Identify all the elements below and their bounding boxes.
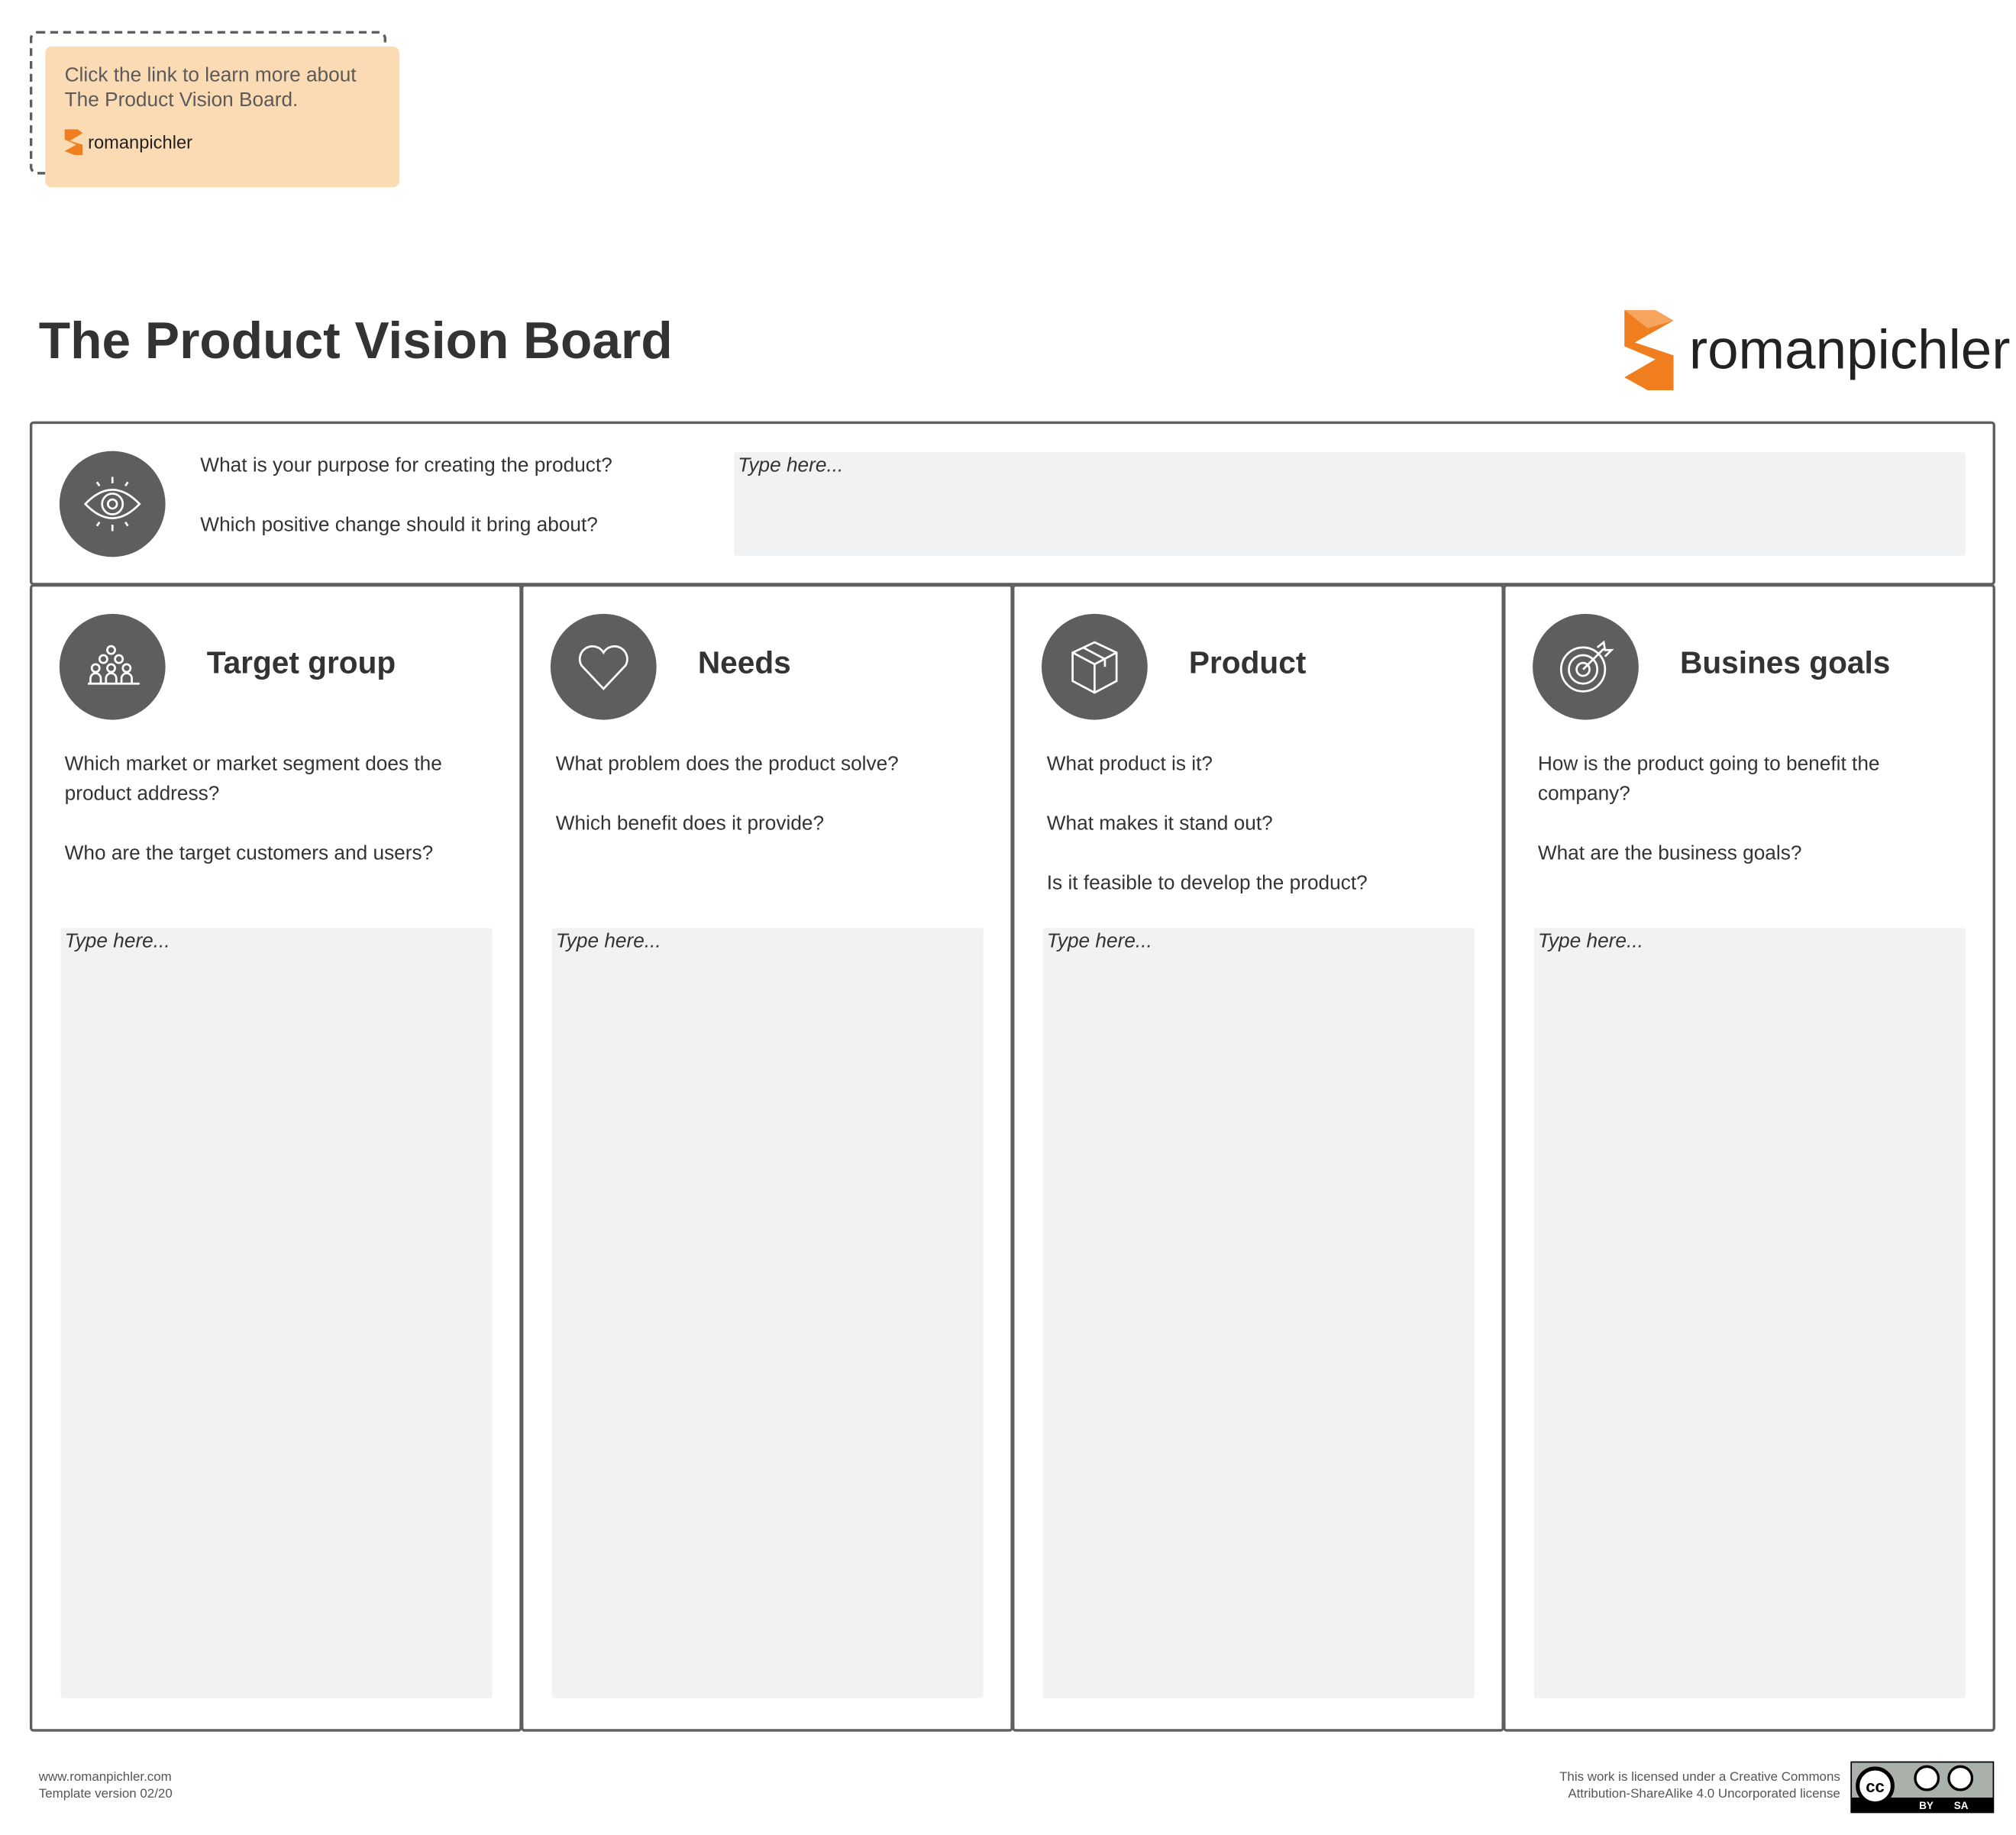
note-brand-name: romanpichler <box>88 131 193 153</box>
column-input[interactable]: Type here... <box>1533 928 1966 1698</box>
cc-license-badge[interactable]: cc BY SA <box>1850 1761 1995 1814</box>
template-version: Template version 02/20 <box>38 1787 173 1802</box>
website-link[interactable]: www.romanpichler.com <box>38 1770 172 1785</box>
note-text: Click the link to learn more about The P… <box>64 64 357 111</box>
attribution-icon <box>1914 1765 1940 1791</box>
column-needs: Needs What problem does the product solv… <box>520 583 1013 1732</box>
column-title: Busines goals <box>1679 646 1891 681</box>
vision-section: What is your purpose for creating the pr… <box>29 421 1995 586</box>
vision-input[interactable]: Type here... <box>734 452 1966 556</box>
brand-logo: romanpichler <box>1622 310 2011 391</box>
footer-info: www.romanpichler.com Template version 02… <box>39 1769 173 1803</box>
column-input[interactable]: Type here... <box>551 928 984 1698</box>
license-line: This work is licensed under a Creative C… <box>1559 1770 1840 1785</box>
column-busines-goals: Busines goals How is the product going t… <box>1503 583 1995 1732</box>
column-title: Product <box>1188 646 1307 681</box>
learn-more-note[interactable]: Click the link to learn more about The P… <box>45 46 399 188</box>
column-product: Product What product is it? What makes it… <box>1012 583 1504 1732</box>
sharealike-icon <box>1947 1765 1974 1791</box>
column-question: What makes it stand out? <box>1046 813 1273 835</box>
column-question: What problem does the product solve? <box>555 753 899 776</box>
column-input[interactable]: Type here... <box>1042 928 1475 1698</box>
sa-label: SA <box>1953 1800 1969 1812</box>
cc-icon: cc <box>1856 1766 1895 1806</box>
vision-question: Which positive change should it bring ab… <box>200 514 598 537</box>
eye-icon <box>59 451 166 557</box>
people-group-icon <box>59 613 166 720</box>
column-title: Target group <box>206 646 396 681</box>
note-brand-logo[interactable]: romanpichler <box>64 129 193 156</box>
column-question: Which benefit does it provide? <box>555 813 825 835</box>
vision-question: What is your purpose for creating the pr… <box>200 454 612 477</box>
column-question: Is it feasible to develop the product? <box>1046 872 1368 895</box>
column-question: Who are the target customers and users? <box>64 842 434 865</box>
heart-icon <box>550 613 657 720</box>
by-label: BY <box>1919 1800 1934 1812</box>
box-icon <box>1041 613 1148 720</box>
brand-logo-icon <box>1624 310 1674 391</box>
brand-logo-icon <box>64 129 83 156</box>
column-question: What are the business goals? <box>1537 842 1802 865</box>
column-question: What product is it? <box>1046 753 1213 776</box>
brand-name: romanpichler <box>1688 318 2011 381</box>
column-target-group: Target group Which market or market segm… <box>29 583 522 1732</box>
column-question: How is the product going to benefit the … <box>1537 753 1880 806</box>
target-icon <box>1533 613 1639 720</box>
column-question: Which market or market segment does the … <box>64 753 442 806</box>
page-title: The Product Vision Board <box>38 312 673 370</box>
license-text: This work is licensed under a Creative C… <box>1559 1769 1840 1803</box>
column-title: Needs <box>697 646 791 681</box>
license-line: Attribution-ShareAlike 4.0 Uncorporated … <box>1568 1787 1840 1802</box>
column-input[interactable]: Type here... <box>60 928 493 1698</box>
